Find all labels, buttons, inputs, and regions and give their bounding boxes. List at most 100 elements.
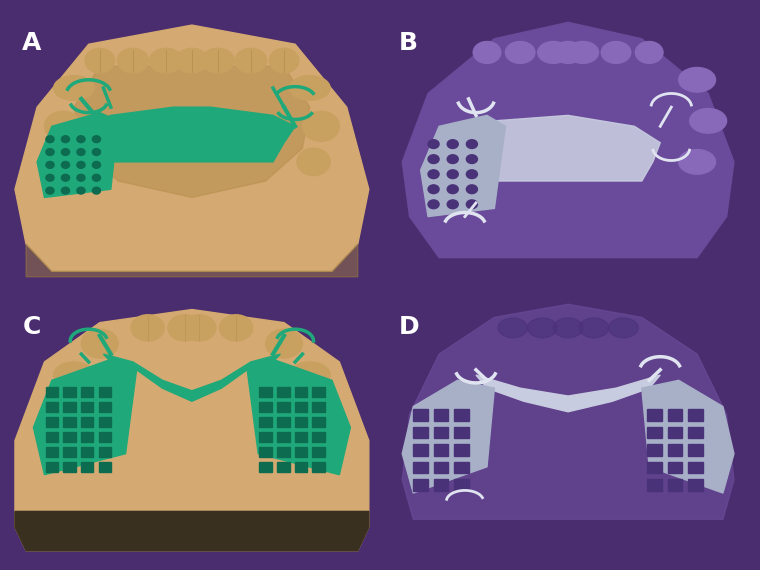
- Polygon shape: [277, 462, 290, 471]
- Ellipse shape: [93, 161, 100, 168]
- Polygon shape: [259, 417, 272, 427]
- Polygon shape: [384, 11, 752, 285]
- Polygon shape: [648, 409, 662, 421]
- Polygon shape: [433, 479, 448, 491]
- Ellipse shape: [77, 161, 85, 168]
- Ellipse shape: [62, 136, 69, 142]
- Polygon shape: [433, 462, 448, 473]
- Polygon shape: [277, 402, 290, 412]
- Polygon shape: [402, 22, 734, 258]
- Polygon shape: [667, 444, 682, 456]
- Polygon shape: [312, 432, 325, 442]
- Ellipse shape: [428, 170, 439, 178]
- Polygon shape: [667, 462, 682, 473]
- Ellipse shape: [553, 42, 583, 63]
- Ellipse shape: [54, 76, 94, 100]
- Ellipse shape: [467, 200, 477, 209]
- Polygon shape: [688, 427, 703, 438]
- Ellipse shape: [93, 149, 100, 156]
- Text: D: D: [398, 315, 420, 339]
- Polygon shape: [103, 354, 280, 401]
- Polygon shape: [648, 427, 662, 438]
- Ellipse shape: [527, 318, 557, 337]
- Polygon shape: [688, 479, 703, 491]
- Polygon shape: [688, 462, 703, 473]
- Polygon shape: [259, 432, 272, 442]
- Text: C: C: [22, 315, 41, 339]
- Polygon shape: [15, 310, 369, 551]
- Ellipse shape: [54, 362, 94, 388]
- Ellipse shape: [62, 174, 69, 181]
- Ellipse shape: [77, 174, 85, 181]
- Polygon shape: [454, 444, 469, 456]
- Polygon shape: [688, 444, 703, 456]
- Ellipse shape: [428, 200, 439, 209]
- Polygon shape: [247, 359, 350, 475]
- Ellipse shape: [93, 136, 100, 142]
- Ellipse shape: [131, 315, 164, 341]
- Ellipse shape: [46, 161, 54, 168]
- Ellipse shape: [46, 149, 54, 156]
- Ellipse shape: [150, 48, 182, 73]
- Ellipse shape: [81, 329, 119, 358]
- Polygon shape: [46, 432, 58, 442]
- Polygon shape: [421, 115, 505, 217]
- Polygon shape: [295, 447, 307, 457]
- Polygon shape: [454, 462, 469, 473]
- Ellipse shape: [62, 149, 69, 156]
- Polygon shape: [99, 402, 111, 412]
- Ellipse shape: [679, 67, 715, 92]
- Polygon shape: [295, 462, 307, 471]
- Polygon shape: [63, 462, 76, 471]
- Polygon shape: [312, 402, 325, 412]
- Polygon shape: [277, 388, 290, 397]
- Polygon shape: [413, 479, 428, 491]
- Polygon shape: [46, 417, 58, 427]
- Ellipse shape: [290, 362, 330, 388]
- Ellipse shape: [54, 148, 87, 176]
- Polygon shape: [413, 444, 428, 456]
- Polygon shape: [74, 66, 310, 197]
- Polygon shape: [46, 388, 58, 397]
- Polygon shape: [81, 402, 93, 412]
- Polygon shape: [63, 447, 76, 457]
- Ellipse shape: [428, 155, 439, 164]
- Polygon shape: [63, 432, 76, 442]
- Polygon shape: [26, 244, 358, 277]
- Ellipse shape: [467, 185, 477, 194]
- Ellipse shape: [553, 318, 583, 337]
- Polygon shape: [99, 462, 111, 471]
- Ellipse shape: [428, 185, 439, 194]
- Ellipse shape: [635, 42, 663, 63]
- Polygon shape: [688, 409, 703, 421]
- Ellipse shape: [77, 187, 85, 194]
- Polygon shape: [413, 462, 428, 473]
- Ellipse shape: [62, 161, 69, 168]
- Polygon shape: [641, 380, 734, 493]
- Polygon shape: [433, 427, 448, 438]
- Polygon shape: [99, 432, 111, 442]
- Polygon shape: [46, 402, 58, 412]
- Ellipse shape: [201, 48, 234, 73]
- Polygon shape: [295, 388, 307, 397]
- Polygon shape: [295, 432, 307, 442]
- Ellipse shape: [447, 140, 458, 148]
- Polygon shape: [648, 479, 662, 491]
- Polygon shape: [667, 409, 682, 421]
- Polygon shape: [433, 409, 448, 421]
- Ellipse shape: [46, 174, 54, 181]
- Ellipse shape: [117, 48, 149, 73]
- Polygon shape: [37, 113, 119, 197]
- Polygon shape: [648, 444, 662, 456]
- Ellipse shape: [601, 42, 631, 63]
- Ellipse shape: [44, 111, 81, 141]
- Ellipse shape: [269, 48, 299, 73]
- Polygon shape: [81, 462, 93, 471]
- Ellipse shape: [447, 170, 458, 178]
- Ellipse shape: [46, 136, 54, 142]
- Ellipse shape: [176, 48, 208, 73]
- Polygon shape: [413, 427, 428, 438]
- Polygon shape: [8, 11, 376, 285]
- Polygon shape: [277, 432, 290, 442]
- Ellipse shape: [62, 187, 69, 194]
